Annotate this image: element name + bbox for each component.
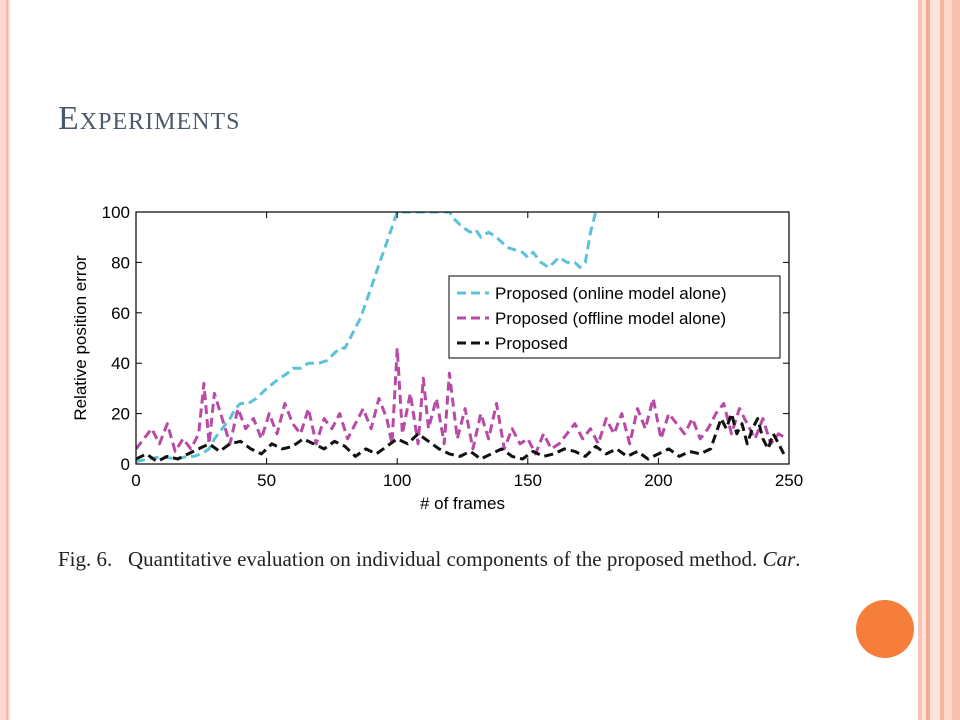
caption-text: Quantitative evaluation on individual co… (128, 547, 758, 571)
y-tick-label: 20 (111, 405, 130, 424)
x-tick-label: 150 (514, 471, 542, 490)
y-tick-label: 40 (111, 354, 130, 373)
x-tick-label: 100 (383, 471, 411, 490)
plot-frame (135, 211, 790, 465)
x-tick-label: 200 (644, 471, 672, 490)
caption-label: Fig. 6. (58, 547, 113, 571)
caption-end: . (795, 547, 801, 571)
x-tick-label: 250 (775, 471, 803, 490)
legend-label: Proposed (495, 334, 568, 353)
x-tick-label: 0 (131, 471, 140, 490)
legend-label: Proposed (online model alone) (495, 284, 727, 303)
decorative-dot (856, 600, 914, 658)
series-line-2 (136, 346, 788, 456)
x-axis-label: # of frames (420, 494, 505, 513)
y-tick-label: 0 (121, 455, 130, 474)
y-axis-label: Relative position error (71, 255, 90, 421)
chart-figure: 0 50 100 150 200 250 0 20 40 60 80 100 # of frames… (56, 192, 826, 522)
y-tick-label: 60 (111, 304, 130, 323)
slide-frame-right (918, 0, 960, 720)
x-tick-label: 50 (257, 471, 276, 490)
slide-frame-left (0, 0, 10, 720)
line-chart: 0 50 100 150 200 250 0 20 40 60 80 100 # of frames… (71, 203, 803, 513)
series-line-3 (136, 412, 786, 463)
legend-box (448, 275, 781, 359)
series-line-1 (136, 212, 598, 463)
chart-legend: Proposed (online model alone) Proposed (o… (448, 275, 781, 359)
y-tick-label: 80 (111, 253, 130, 272)
figure-caption: Fig. 6. Quantitative evaluation on indiv… (58, 545, 828, 573)
slide-title: Experiments (58, 100, 241, 137)
y-tick-label: 100 (102, 203, 130, 222)
legend-label: Proposed (offline model alone) (495, 309, 726, 328)
caption-italic: Car (762, 547, 796, 571)
